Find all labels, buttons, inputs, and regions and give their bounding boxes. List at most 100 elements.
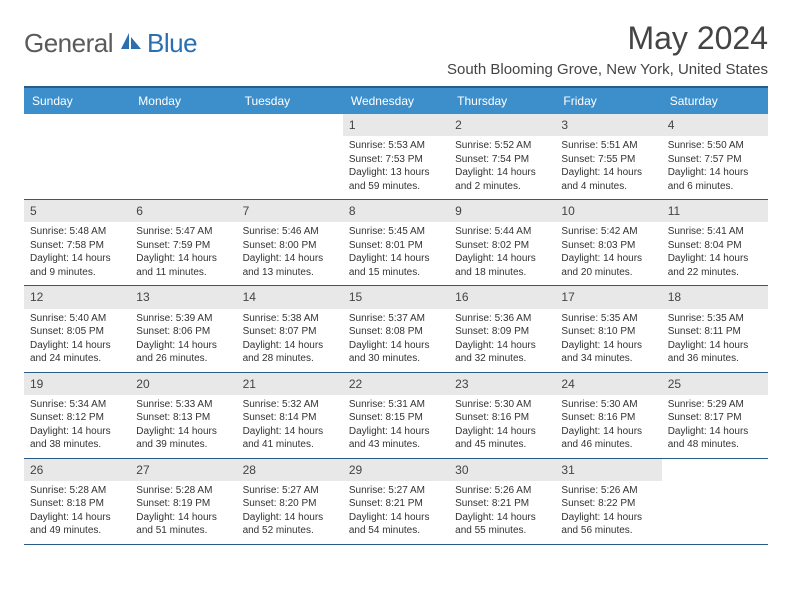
- calendar-cell: 3Sunrise: 5:51 AMSunset: 7:55 PMDaylight…: [555, 114, 661, 199]
- cell-body: Sunrise: 5:41 AMSunset: 8:04 PMDaylight:…: [662, 222, 768, 285]
- day-number: 20: [130, 373, 236, 395]
- sunrise-line: Sunrise: 5:33 AM: [136, 398, 230, 412]
- sunrise-line: Sunrise: 5:41 AM: [668, 225, 762, 239]
- sunset-line: Sunset: 7:54 PM: [455, 153, 549, 167]
- cell-body: Sunrise: 5:29 AMSunset: 8:17 PMDaylight:…: [662, 395, 768, 458]
- cell-body: Sunrise: 5:40 AMSunset: 8:05 PMDaylight:…: [24, 309, 130, 372]
- sunset-line: Sunset: 8:05 PM: [30, 325, 124, 339]
- daylight-line: Daylight: 14 hours and 43 minutes.: [349, 425, 443, 452]
- daylight-line: Daylight: 14 hours and 32 minutes.: [455, 339, 549, 366]
- day-number: 27: [130, 459, 236, 481]
- sunrise-line: Sunrise: 5:36 AM: [455, 312, 549, 326]
- daylight-line: Daylight: 14 hours and 13 minutes.: [243, 252, 337, 279]
- day-number: 13: [130, 286, 236, 308]
- calendar-cell: 4Sunrise: 5:50 AMSunset: 7:57 PMDaylight…: [662, 114, 768, 199]
- sunset-line: Sunset: 8:06 PM: [136, 325, 230, 339]
- sunrise-line: Sunrise: 5:30 AM: [561, 398, 655, 412]
- cell-body: Sunrise: 5:39 AMSunset: 8:06 PMDaylight:…: [130, 309, 236, 372]
- page-header: General Blue May 2024 South Blooming Gro…: [24, 20, 768, 78]
- calendar-cell: 23Sunrise: 5:30 AMSunset: 8:16 PMDayligh…: [449, 373, 555, 458]
- calendar-cell: 2Sunrise: 5:52 AMSunset: 7:54 PMDaylight…: [449, 114, 555, 199]
- sunrise-line: Sunrise: 5:47 AM: [136, 225, 230, 239]
- sunset-line: Sunset: 8:19 PM: [136, 497, 230, 511]
- sunrise-line: Sunrise: 5:29 AM: [668, 398, 762, 412]
- cell-body: Sunrise: 5:26 AMSunset: 8:22 PMDaylight:…: [555, 481, 661, 544]
- day-number: 18: [662, 286, 768, 308]
- calendar-cell-empty: [662, 459, 768, 544]
- cell-body: Sunrise: 5:34 AMSunset: 8:12 PMDaylight:…: [24, 395, 130, 458]
- sunset-line: Sunset: 8:00 PM: [243, 239, 337, 253]
- calendar-cell: 8Sunrise: 5:45 AMSunset: 8:01 PMDaylight…: [343, 200, 449, 285]
- calendar-cell: 27Sunrise: 5:28 AMSunset: 8:19 PMDayligh…: [130, 459, 236, 544]
- sunrise-line: Sunrise: 5:45 AM: [349, 225, 443, 239]
- weeks-container: 1Sunrise: 5:53 AMSunset: 7:53 PMDaylight…: [24, 114, 768, 545]
- sunset-line: Sunset: 8:16 PM: [455, 411, 549, 425]
- sunset-line: Sunset: 8:09 PM: [455, 325, 549, 339]
- calendar-cell: 18Sunrise: 5:35 AMSunset: 8:11 PMDayligh…: [662, 286, 768, 371]
- day-number: 30: [449, 459, 555, 481]
- sunset-line: Sunset: 8:01 PM: [349, 239, 443, 253]
- day-number: 8: [343, 200, 449, 222]
- sunrise-line: Sunrise: 5:37 AM: [349, 312, 443, 326]
- calendar-page: General Blue May 2024 South Blooming Gro…: [0, 0, 792, 565]
- weekday-header: Sunday: [24, 88, 130, 114]
- day-number: 16: [449, 286, 555, 308]
- month-year-title: May 2024: [447, 20, 768, 57]
- day-number: 25: [662, 373, 768, 395]
- sunset-line: Sunset: 7:53 PM: [349, 153, 443, 167]
- sunrise-line: Sunrise: 5:42 AM: [561, 225, 655, 239]
- daylight-line: Daylight: 14 hours and 48 minutes.: [668, 425, 762, 452]
- calendar-cell: 15Sunrise: 5:37 AMSunset: 8:08 PMDayligh…: [343, 286, 449, 371]
- cell-body: Sunrise: 5:36 AMSunset: 8:09 PMDaylight:…: [449, 309, 555, 372]
- calendar-cell-empty: [24, 114, 130, 199]
- day-number: 22: [343, 373, 449, 395]
- day-number: 21: [237, 373, 343, 395]
- day-number: 9: [449, 200, 555, 222]
- calendar-cell: 19Sunrise: 5:34 AMSunset: 8:12 PMDayligh…: [24, 373, 130, 458]
- calendar-cell: 11Sunrise: 5:41 AMSunset: 8:04 PMDayligh…: [662, 200, 768, 285]
- sunrise-line: Sunrise: 5:52 AM: [455, 139, 549, 153]
- sunrise-line: Sunrise: 5:53 AM: [349, 139, 443, 153]
- calendar-week-row: 19Sunrise: 5:34 AMSunset: 8:12 PMDayligh…: [24, 373, 768, 459]
- logo-sail-icon: [119, 31, 143, 56]
- logo-word-blue: Blue: [147, 28, 197, 59]
- daylight-line: Daylight: 14 hours and 41 minutes.: [243, 425, 337, 452]
- daylight-line: Daylight: 14 hours and 55 minutes.: [455, 511, 549, 538]
- cell-body: Sunrise: 5:31 AMSunset: 8:15 PMDaylight:…: [343, 395, 449, 458]
- weekday-header: Monday: [130, 88, 236, 114]
- sunset-line: Sunset: 8:20 PM: [243, 497, 337, 511]
- day-number: 15: [343, 286, 449, 308]
- cell-body: Sunrise: 5:51 AMSunset: 7:55 PMDaylight:…: [555, 136, 661, 199]
- cell-body: Sunrise: 5:26 AMSunset: 8:21 PMDaylight:…: [449, 481, 555, 544]
- calendar-cell: 6 Sunrise: 5:47 AMSunset: 7:59 PMDaylight…: [130, 200, 236, 285]
- weekday-header: Saturday: [662, 88, 768, 114]
- cell-body: Sunrise: 5:52 AMSunset: 7:54 PMDaylight:…: [449, 136, 555, 199]
- cell-body: Sunrise: 5:46 AMSunset: 8:00 PMDaylight:…: [237, 222, 343, 285]
- cell-body: Sunrise: 5:28 AMSunset: 8:19 PMDaylight:…: [130, 481, 236, 544]
- sunset-line: Sunset: 8:07 PM: [243, 325, 337, 339]
- daylight-line: Daylight: 14 hours and 26 minutes.: [136, 339, 230, 366]
- cell-body: Sunrise: 5:44 AMSunset: 8:02 PMDaylight:…: [449, 222, 555, 285]
- sunrise-line: Sunrise: 5:30 AM: [455, 398, 549, 412]
- sunrise-line: Sunrise: 5:35 AM: [561, 312, 655, 326]
- weekday-header-row: SundayMondayTuesdayWednesdayThursdayFrid…: [24, 88, 768, 114]
- logo-word-general: General: [24, 28, 113, 59]
- sunset-line: Sunset: 7:59 PM: [136, 239, 230, 253]
- daylight-line: Daylight: 14 hours and 11 minutes.: [136, 252, 230, 279]
- daylight-line: Daylight: 14 hours and 54 minutes.: [349, 511, 443, 538]
- sunset-line: Sunset: 7:57 PM: [668, 153, 762, 167]
- sunset-line: Sunset: 8:21 PM: [455, 497, 549, 511]
- cell-body: Sunrise: 5:32 AMSunset: 8:14 PMDaylight:…: [237, 395, 343, 458]
- day-number: 6: [130, 200, 236, 222]
- calendar-cell: 25Sunrise: 5:29 AMSunset: 8:17 PMDayligh…: [662, 373, 768, 458]
- calendar-week-row: 5Sunrise: 5:48 AMSunset: 7:58 PMDaylight…: [24, 200, 768, 286]
- day-number: 12: [24, 286, 130, 308]
- sunset-line: Sunset: 8:03 PM: [561, 239, 655, 253]
- cell-body: Sunrise: 5:28 AMSunset: 8:18 PMDaylight:…: [24, 481, 130, 544]
- sunset-line: Sunset: 7:58 PM: [30, 239, 124, 253]
- cell-body: Sunrise: 5:50 AMSunset: 7:57 PMDaylight:…: [662, 136, 768, 199]
- sunrise-line: Sunrise: 5:26 AM: [561, 484, 655, 498]
- sunset-line: Sunset: 8:02 PM: [455, 239, 549, 253]
- daylight-line: Daylight: 14 hours and 45 minutes.: [455, 425, 549, 452]
- calendar-cell-empty: [237, 114, 343, 199]
